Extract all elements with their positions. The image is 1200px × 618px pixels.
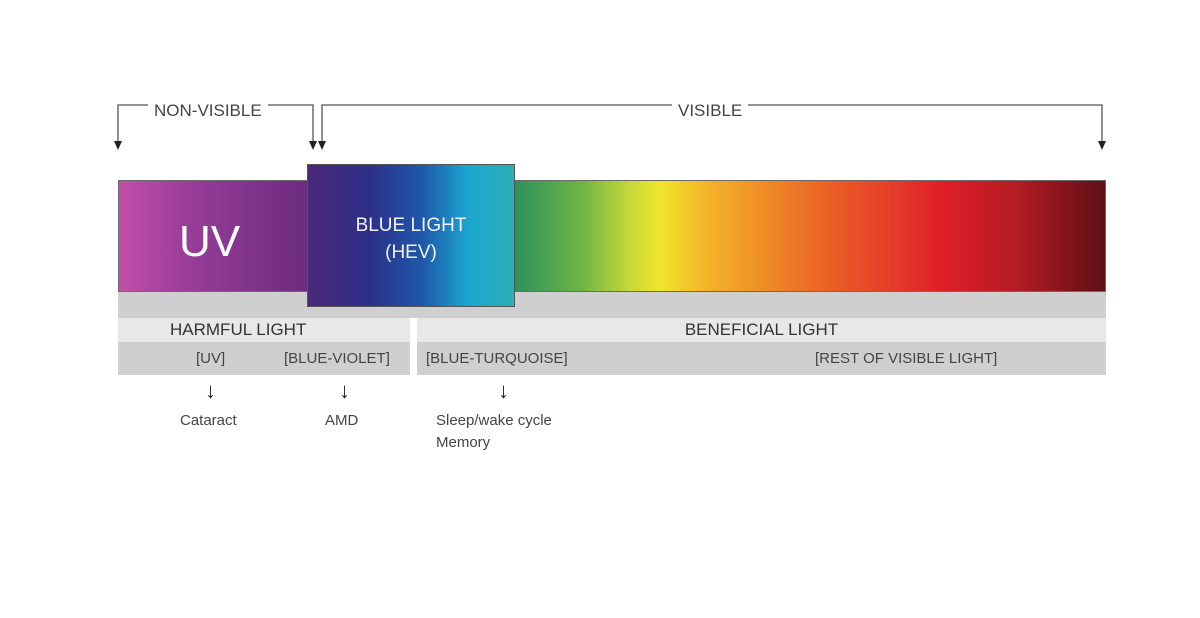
beneficial-light-label: BENEFICIAL LIGHT (684, 320, 839, 339)
blue-light-label: BLUE LIGHT (355, 215, 467, 236)
hev-label: (HEV) (385, 242, 437, 263)
blue-turquoise-subcategory: [BLUE-TURQUOISE] (426, 350, 568, 367)
harmful-subcategory-band: [UV] [BLUE-VIOLET] (118, 342, 410, 375)
down-arrow-icon: ↓ (339, 378, 350, 403)
down-arrow-icon: ↓ (498, 378, 509, 403)
harmful-light-label: HARMFUL LIGHT (170, 320, 307, 339)
visible-label: VISIBLE (672, 101, 749, 121)
gray-band (118, 292, 1106, 318)
beneficial-subcategory-band: [BLUE-TURQUOISE] [REST OF VISIBLE LIGHT] (417, 342, 1106, 375)
non-visible-label: NON-VISIBLE (148, 101, 268, 121)
arrowhead (114, 141, 122, 150)
uv-segment: UV (118, 180, 308, 292)
beneficial-light-band: BENEFICIAL LIGHT (417, 318, 1106, 342)
sleep-wake-effect: Sleep/wake cycle (436, 412, 552, 429)
uv-subcategory: [UV] (196, 350, 226, 367)
harmful-light-band: HARMFUL LIGHT (118, 318, 410, 342)
arrowhead (309, 141, 317, 150)
amd-effect: AMD (325, 412, 359, 429)
memory-effect: Memory (436, 434, 491, 451)
arrowhead (318, 141, 326, 150)
down-arrow-icon: ↓ (205, 378, 216, 403)
visible-spectrum-segment (510, 180, 1106, 292)
blue-violet-subcategory: [BLUE-VIOLET] (284, 350, 390, 367)
cataract-effect: Cataract (180, 412, 237, 429)
bracket-lines (114, 104, 1106, 150)
arrowhead (1098, 141, 1106, 150)
uv-label: UV (179, 217, 241, 266)
rest-of-visible-subcategory: [REST OF VISIBLE LIGHT] (815, 350, 998, 367)
blue-light-segment: BLUE LIGHT (HEV) (307, 164, 515, 307)
